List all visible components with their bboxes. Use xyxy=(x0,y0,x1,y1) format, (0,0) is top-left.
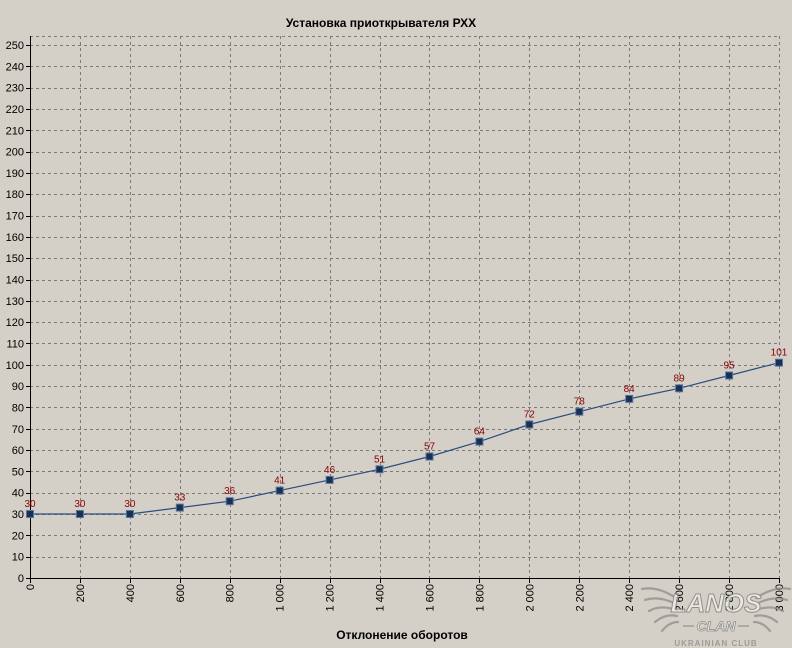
data-label: 78 xyxy=(574,397,586,408)
y-tick-label: 0 xyxy=(18,573,24,585)
data-label: 46 xyxy=(324,465,336,476)
data-point xyxy=(525,420,534,429)
y-tick-label: 150 xyxy=(6,253,24,265)
wing-feather xyxy=(640,587,678,600)
data-point xyxy=(325,475,334,484)
wing-feather xyxy=(754,606,785,613)
data-label: 57 xyxy=(424,442,436,453)
x-axis-label: Отклонение оборотов xyxy=(336,628,468,642)
x-tick-label: 800 xyxy=(225,584,237,602)
x-tick-label: 0 xyxy=(25,584,37,590)
y-tick-label: 220 xyxy=(6,104,24,116)
x-tick-label: 1 400 xyxy=(375,584,387,612)
data-label: 33 xyxy=(174,493,186,504)
y-tick-label: 20 xyxy=(12,530,24,542)
y-tick-label: 190 xyxy=(6,168,24,180)
wing-feather xyxy=(754,597,789,606)
wing-feather xyxy=(647,606,678,613)
data-point xyxy=(775,358,783,367)
y-tick-label: 130 xyxy=(6,296,24,308)
y-tick-label: 70 xyxy=(12,424,24,436)
data-point xyxy=(375,465,384,474)
watermark-subtitle: CLAN xyxy=(697,618,737,634)
x-tick-label: 1 800 xyxy=(474,584,486,612)
data-label: 72 xyxy=(524,410,536,421)
wing-feather xyxy=(653,614,679,624)
y-tick-label: 50 xyxy=(12,466,24,478)
data-label: 84 xyxy=(624,384,636,395)
y-tick-label: 140 xyxy=(6,275,24,287)
watermark-title: LANOS xyxy=(671,588,763,618)
x-tick-label: 200 xyxy=(75,584,87,602)
grid xyxy=(30,36,780,578)
y-tick-label: 30 xyxy=(12,509,24,521)
data-point xyxy=(675,384,684,393)
x-tick-label: 2 400 xyxy=(624,584,636,612)
watermark-logo: LANOS CLAN UKRAINIAN CLUB xyxy=(640,587,792,648)
data-label: 95 xyxy=(724,361,736,372)
x-tick-label: 1 600 xyxy=(425,584,437,612)
wing-feather xyxy=(643,597,678,606)
data-point xyxy=(26,510,34,518)
chart-title: Установка приоткрывателя РХХ xyxy=(286,16,476,30)
left-wing-icon xyxy=(640,587,680,633)
data-label: 64 xyxy=(474,427,486,438)
data-point xyxy=(475,437,484,446)
wing-feather xyxy=(754,587,792,600)
data-point xyxy=(75,510,84,518)
data-label: 101 xyxy=(771,348,788,359)
y-axis-ticks: 0 10 20 30 40 50 60 70 80 90 100 110 120 130 140 150 160… xyxy=(6,40,30,585)
x-tick-label: 2 600 xyxy=(674,584,686,612)
data-point xyxy=(575,407,584,416)
data-label: 41 xyxy=(274,476,286,487)
data-point xyxy=(625,394,634,403)
y-tick-label: 90 xyxy=(12,381,24,393)
data-label: 89 xyxy=(674,373,686,384)
data-label: 30 xyxy=(74,499,86,510)
wing-feather xyxy=(752,620,772,633)
data-point xyxy=(425,452,434,461)
x-tick-label: 600 xyxy=(175,584,187,602)
data-label: 30 xyxy=(24,499,36,510)
y-tick-label: 200 xyxy=(6,147,24,159)
y-tick-label: 120 xyxy=(6,317,24,329)
y-tick-label: 160 xyxy=(6,232,24,244)
data-point xyxy=(125,510,134,518)
right-wing-icon xyxy=(752,587,792,633)
y-tick-label: 250 xyxy=(6,40,24,52)
y-tick-label: 170 xyxy=(6,211,24,223)
series-line xyxy=(30,362,780,515)
x-tick-label: 2 000 xyxy=(524,584,536,612)
y-tick-label: 80 xyxy=(12,402,24,414)
axes xyxy=(30,36,780,579)
wing-feather xyxy=(753,614,779,624)
y-tick-label: 60 xyxy=(12,445,24,457)
x-tick-label: 1 000 xyxy=(275,584,287,612)
data-label: 36 xyxy=(224,486,236,497)
x-tick-label: 400 xyxy=(125,584,137,602)
y-tick-label: 100 xyxy=(6,360,24,372)
y-tick-label: 180 xyxy=(6,189,24,201)
wing-feather xyxy=(660,620,680,633)
y-tick-label: 230 xyxy=(6,83,24,95)
y-tick-label: 240 xyxy=(6,61,24,73)
data-point xyxy=(225,497,234,506)
y-tick-label: 210 xyxy=(6,125,24,137)
y-tick-label: 10 xyxy=(12,552,24,564)
y-tick-label: 40 xyxy=(12,488,24,500)
watermark-caption: UKRAINIAN CLUB xyxy=(674,639,757,648)
data-label: 30 xyxy=(124,499,136,510)
data-points xyxy=(26,358,783,518)
x-tick-label: 2 800 xyxy=(724,584,736,612)
y-tick-label: 110 xyxy=(6,339,24,351)
data-point xyxy=(725,371,734,380)
data-point xyxy=(175,503,184,512)
data-labels: 30 30 30 33 36 41 46 51 57 64 72 78 84 89 95 101 xyxy=(24,348,787,510)
data-point xyxy=(275,486,284,495)
x-tick-label: 2 200 xyxy=(574,584,586,612)
x-tick-label: 1 200 xyxy=(325,584,337,612)
data-label: 51 xyxy=(374,454,386,465)
